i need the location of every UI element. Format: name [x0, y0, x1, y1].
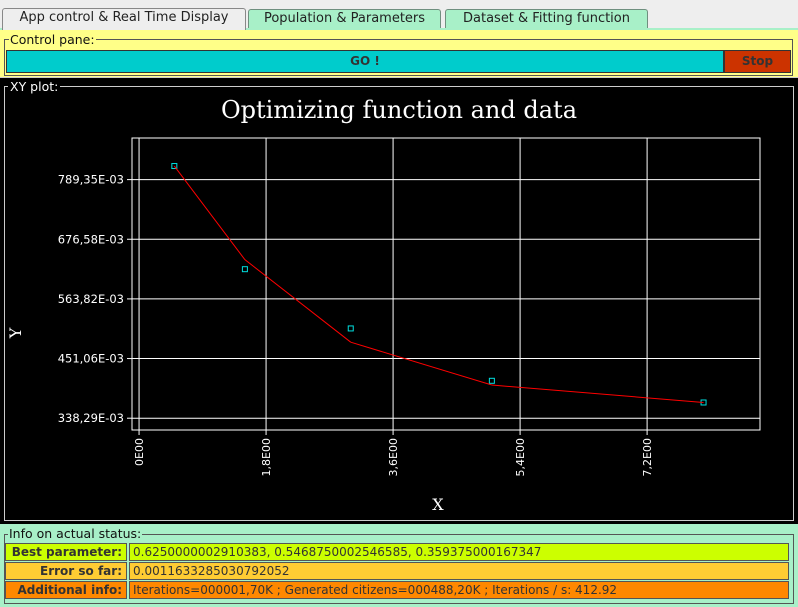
fit-line-segment — [491, 384, 704, 403]
stop-button[interactable]: Stop — [724, 50, 791, 73]
control-pane-frame — [4, 39, 793, 76]
xy-plot-panel: XY plot: Optimizing function and data 0E… — [0, 78, 798, 524]
go-button[interactable]: GO ! — [6, 50, 724, 73]
control-pane: Control pane: GO ! Stop — [0, 30, 798, 78]
x-tick-label: 7,2E00 — [641, 438, 654, 476]
error-label: Error so far: — [5, 562, 127, 580]
control-pane-legend: Control pane: — [9, 32, 96, 47]
data-point — [171, 163, 178, 170]
fit-line-segment — [244, 259, 352, 343]
xy-plot-legend: XY plot: — [8, 79, 61, 94]
chart-title: Optimizing function and data — [221, 96, 577, 124]
y-tick-label: 338,29E-03 — [58, 411, 124, 425]
best-parameter-value: 0.6250000002910383, 0.5468750002546585, … — [129, 543, 789, 561]
y-tick-label: 789,35E-03 — [58, 173, 124, 187]
chart-grid — [127, 137, 761, 435]
y-tick-label: 676,58E-03 — [58, 232, 124, 246]
additional-info-value: Iterations=000001,70K ; Generated citize… — [129, 581, 789, 599]
best-parameter-label: Best parameter: — [5, 543, 127, 561]
info-frame — [4, 534, 794, 604]
tab-underline — [0, 28, 798, 30]
fit-line-segment — [350, 341, 493, 386]
tab-app-control[interactable]: App control & Real Time Display — [2, 8, 246, 30]
y-axis-label: Y — [6, 327, 25, 339]
data-point — [347, 325, 354, 332]
info-legend: Info on actual status: — [8, 526, 143, 541]
additional-info-row: Additional info: Iterations=000001,70K ;… — [5, 581, 789, 599]
additional-info-label: Additional info: — [5, 581, 127, 599]
x-tick-label: 3,6E00 — [387, 438, 400, 476]
x-tick-label: 5,4E00 — [514, 438, 527, 476]
best-parameter-row: Best parameter: 0.6250000002910383, 0.54… — [5, 543, 789, 561]
x-tick-label: 0E00 — [133, 438, 146, 466]
x-axis-label: X — [432, 495, 444, 514]
xy-chart: Optimizing function and data 0E00 1,8E00 3… — [6, 96, 761, 514]
error-row: Error so far: 0.0011633285030792052 — [5, 562, 789, 580]
fit-line-segment — [173, 165, 246, 260]
info-panel: Info on actual status: Best parameter: 0… — [0, 524, 798, 607]
data-point — [488, 377, 495, 384]
plot-area-border — [131, 137, 761, 431]
y-tick-label: 451,06E-03 — [58, 352, 124, 366]
tab-population-parameters[interactable]: Population & Parameters — [248, 9, 441, 28]
tab-bar: App control & Real Time Display Populati… — [0, 0, 798, 30]
y-tick-label: 563,82E-03 — [58, 292, 124, 306]
tab-dataset-fitting[interactable]: Dataset & Fitting function — [445, 9, 648, 28]
x-tick-label: 1,8E00 — [260, 438, 273, 476]
data-point — [241, 266, 248, 273]
xy-plot-frame — [4, 86, 794, 521]
error-value: 0.0011633285030792052 — [129, 562, 789, 580]
